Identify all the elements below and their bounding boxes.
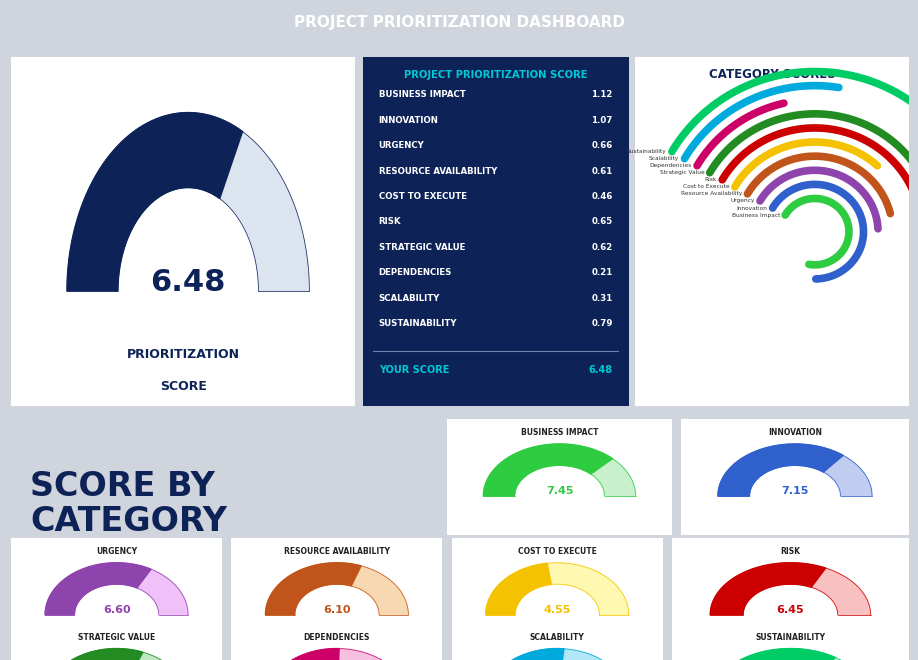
FancyBboxPatch shape	[223, 619, 451, 660]
Polygon shape	[265, 649, 339, 660]
FancyBboxPatch shape	[3, 533, 230, 658]
Polygon shape	[67, 113, 242, 291]
Text: 7.15: 7.15	[781, 486, 809, 496]
Text: SCALABILITY: SCALABILITY	[530, 632, 585, 642]
Polygon shape	[711, 563, 870, 615]
Polygon shape	[711, 649, 835, 660]
Polygon shape	[265, 563, 409, 615]
Text: 0.79: 0.79	[591, 319, 613, 328]
Polygon shape	[486, 563, 629, 615]
Polygon shape	[484, 444, 635, 496]
Polygon shape	[45, 649, 188, 660]
Text: DEPENDENCIES: DEPENDENCIES	[378, 268, 452, 277]
Text: SCORE BY
CATEGORY: SCORE BY CATEGORY	[30, 471, 228, 538]
Text: PROJECT PRIORITIZATION SCORE: PROJECT PRIORITIZATION SCORE	[404, 69, 588, 80]
Polygon shape	[45, 563, 151, 615]
Text: Risk: Risk	[705, 178, 717, 182]
Text: YOUR SCORE: YOUR SCORE	[378, 365, 449, 375]
Polygon shape	[45, 649, 143, 660]
Text: 4.55: 4.55	[543, 605, 571, 615]
FancyBboxPatch shape	[663, 619, 918, 660]
Text: Business Impact: Business Impact	[732, 213, 780, 218]
Text: 7.45: 7.45	[546, 486, 573, 496]
FancyBboxPatch shape	[672, 414, 918, 539]
Polygon shape	[265, 563, 361, 615]
Polygon shape	[711, 649, 870, 660]
Text: 0.21: 0.21	[591, 268, 613, 277]
Polygon shape	[486, 649, 629, 660]
Text: Sustainability: Sustainability	[627, 149, 666, 154]
Text: 6.10: 6.10	[323, 605, 351, 615]
Text: Urgency: Urgency	[731, 199, 755, 203]
Text: SUSTAINABILITY: SUSTAINABILITY	[756, 632, 825, 642]
Text: Innovation: Innovation	[736, 205, 767, 211]
Text: BUSINESS IMPACT: BUSINESS IMPACT	[521, 428, 599, 437]
Polygon shape	[484, 444, 612, 496]
Text: 6.48: 6.48	[151, 268, 226, 297]
Text: SUSTAINABILITY: SUSTAINABILITY	[378, 319, 457, 328]
Text: PRIORITIZATION: PRIORITIZATION	[127, 348, 240, 361]
Polygon shape	[67, 113, 309, 291]
FancyBboxPatch shape	[3, 619, 230, 660]
Text: URGENCY: URGENCY	[96, 546, 137, 556]
FancyBboxPatch shape	[354, 47, 637, 416]
Text: URGENCY: URGENCY	[378, 141, 424, 150]
Text: COST TO EXECUTE: COST TO EXECUTE	[378, 192, 466, 201]
Text: 0.65: 0.65	[592, 217, 613, 226]
FancyBboxPatch shape	[663, 533, 918, 658]
Text: RISK: RISK	[780, 546, 800, 556]
FancyBboxPatch shape	[223, 533, 451, 658]
Text: SCORE: SCORE	[160, 379, 207, 393]
FancyBboxPatch shape	[443, 619, 671, 660]
Polygon shape	[45, 563, 188, 615]
Polygon shape	[265, 649, 409, 660]
Text: COST TO EXECUTE: COST TO EXECUTE	[518, 546, 597, 556]
FancyBboxPatch shape	[443, 533, 671, 658]
Text: INNOVATION: INNOVATION	[768, 428, 822, 437]
Text: 6.60: 6.60	[103, 605, 130, 615]
Text: 1.07: 1.07	[591, 115, 613, 125]
Text: CATEGORY SCORES: CATEGORY SCORES	[709, 68, 835, 81]
Polygon shape	[718, 444, 872, 496]
Text: STRATEGIC VALUE: STRATEGIC VALUE	[378, 243, 465, 252]
Text: Resource Availability: Resource Availability	[681, 191, 743, 197]
Text: 0.66: 0.66	[591, 141, 613, 150]
Text: RESOURCE AVAILABILITY: RESOURCE AVAILABILITY	[378, 166, 497, 176]
Text: RESOURCE AVAILABILITY: RESOURCE AVAILABILITY	[284, 546, 390, 556]
Text: 6.45: 6.45	[777, 605, 804, 615]
Polygon shape	[486, 563, 552, 615]
Polygon shape	[486, 649, 564, 660]
Text: STRATEGIC VALUE: STRATEGIC VALUE	[78, 632, 155, 642]
Text: 0.46: 0.46	[591, 192, 613, 201]
Text: Scalability: Scalability	[649, 156, 679, 161]
Text: 0.31: 0.31	[591, 294, 613, 303]
Text: Cost to Execute: Cost to Execute	[683, 184, 730, 189]
FancyBboxPatch shape	[627, 47, 917, 416]
Text: 0.61: 0.61	[591, 166, 613, 176]
Text: 0.62: 0.62	[591, 243, 613, 252]
Text: INNOVATION: INNOVATION	[378, 115, 439, 125]
Polygon shape	[711, 563, 825, 615]
FancyBboxPatch shape	[438, 414, 681, 539]
Text: DEPENDENCIES: DEPENDENCIES	[304, 632, 370, 642]
Text: 6.48: 6.48	[588, 365, 613, 375]
Text: BUSINESS IMPACT: BUSINESS IMPACT	[378, 90, 465, 99]
Text: Dependencies: Dependencies	[650, 163, 692, 168]
Text: RISK: RISK	[378, 217, 401, 226]
FancyBboxPatch shape	[1, 47, 365, 416]
Polygon shape	[718, 444, 843, 496]
Text: PROJECT PRIORITIZATION DASHBOARD: PROJECT PRIORITIZATION DASHBOARD	[294, 15, 624, 30]
Text: SCALABILITY: SCALABILITY	[378, 294, 440, 303]
Text: 1.12: 1.12	[591, 90, 613, 99]
Text: Strategic Value: Strategic Value	[660, 170, 704, 176]
